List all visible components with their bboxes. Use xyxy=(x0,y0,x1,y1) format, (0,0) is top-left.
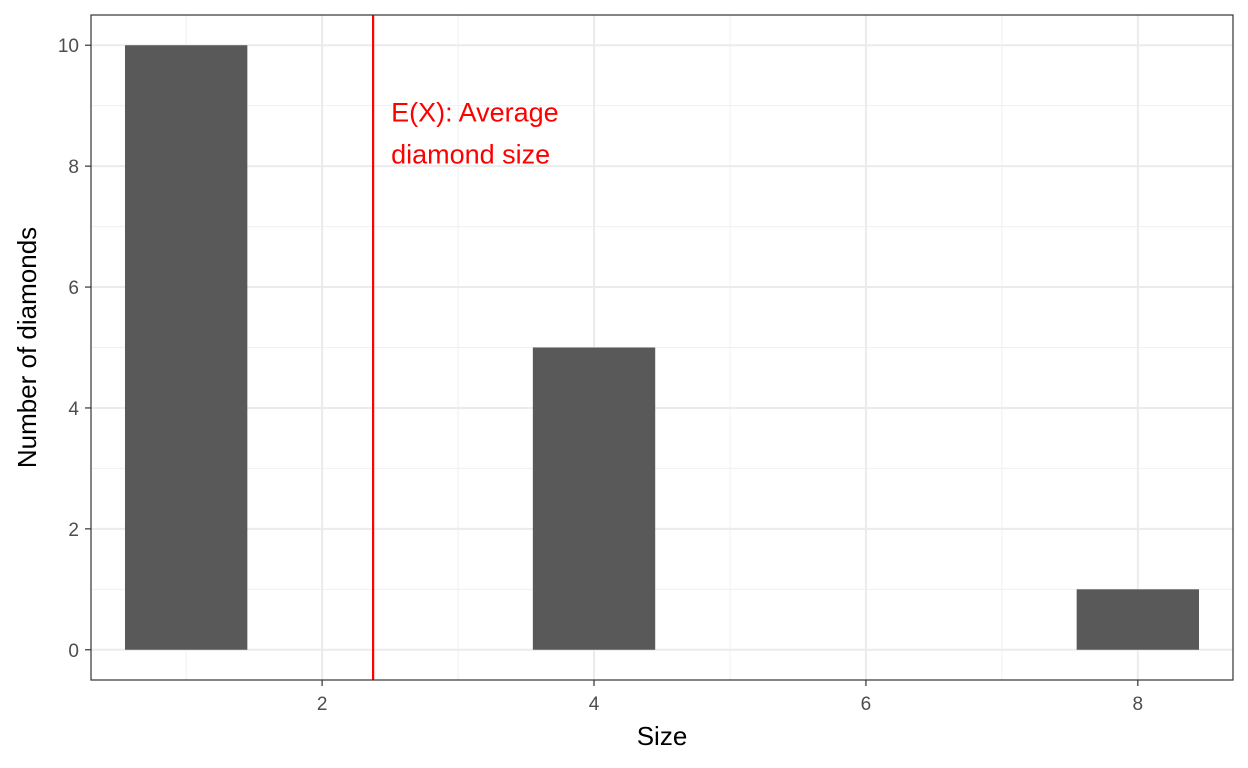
mean-line-group: E(X): Average diamond size xyxy=(372,15,559,680)
x-axis-ticks: 2 4 6 8 xyxy=(317,680,1143,715)
x-tick-label: 2 xyxy=(317,694,328,715)
panel-border xyxy=(90,14,1234,681)
mean-annotation: E(X): Average diamond size xyxy=(391,98,559,170)
y-tick-label: 0 xyxy=(68,641,79,662)
x-tick-label: 4 xyxy=(589,694,600,715)
mean-annotation-line: E(X): Average xyxy=(391,98,559,128)
y-tick-label: 8 xyxy=(68,157,79,178)
mean-annotation-line: diamond size xyxy=(391,140,550,170)
y-axis-ticks: 0 2 4 6 8 10 xyxy=(58,36,91,662)
y-tick-label: 6 xyxy=(68,278,79,299)
bar xyxy=(124,45,248,650)
x-tick-label: 8 xyxy=(1133,694,1144,715)
bar xyxy=(532,347,656,650)
y-tick-label: 4 xyxy=(68,399,79,420)
x-axis-title: Size xyxy=(637,721,688,751)
bar xyxy=(1076,589,1200,650)
y-axis-title: Number of diamonds xyxy=(12,227,42,468)
y-tick-label: 10 xyxy=(58,36,79,57)
x-tick-label: 6 xyxy=(861,694,872,715)
bars xyxy=(124,45,1200,650)
minor-gridlines xyxy=(91,15,1233,680)
y-tick-label: 2 xyxy=(68,520,79,541)
